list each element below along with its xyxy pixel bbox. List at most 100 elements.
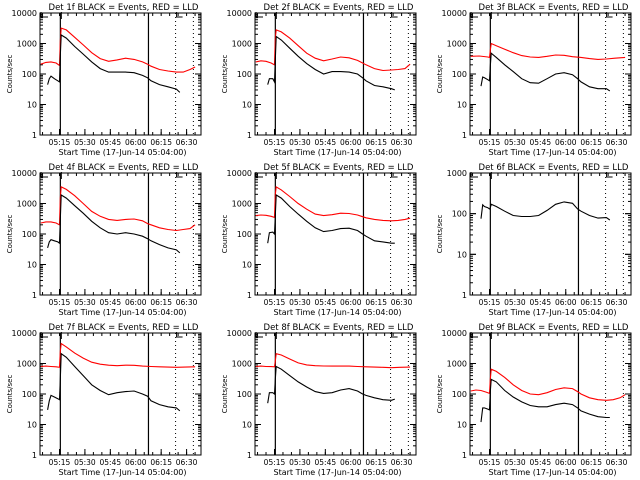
x-tick-label: 06:30 bbox=[391, 298, 413, 307]
series-line-events bbox=[47, 352, 181, 412]
y-tick-label: 10000 bbox=[12, 9, 37, 18]
y-tick-label: 10 bbox=[457, 101, 467, 110]
series-line-events bbox=[480, 201, 611, 221]
x-tick-label: 05:15 bbox=[49, 138, 71, 147]
x-tick-label: 05:15 bbox=[479, 298, 501, 307]
interval-bracket-mark bbox=[255, 172, 263, 178]
interval-bracket-mark bbox=[40, 12, 48, 18]
x-tick-label: 05:15 bbox=[264, 458, 286, 467]
x-tick-label: 06:30 bbox=[391, 458, 413, 467]
interval-bracket-mark bbox=[470, 332, 478, 338]
plot-frame bbox=[254, 332, 417, 456]
x-tick-label: 05:45 bbox=[315, 298, 337, 307]
x-tick-label: 05:45 bbox=[530, 138, 552, 147]
y-tick-label: 10000 bbox=[227, 329, 252, 338]
x-tick-label: 05:45 bbox=[530, 458, 552, 467]
chart-panel-8: 1 10 100 1000 10000 Counts/sec 05:15 05:30 05:45… bbox=[221, 323, 417, 477]
x-tick-label: 06:15 bbox=[580, 458, 602, 467]
x-tick-label: 05:45 bbox=[530, 298, 552, 307]
series-line-lld bbox=[255, 353, 411, 369]
series-line-events bbox=[480, 378, 610, 423]
series-line-lld bbox=[40, 186, 196, 232]
y-tick-label: 100 bbox=[452, 390, 467, 399]
series-line-lld bbox=[40, 342, 196, 368]
chart-panel-7: 1 10 100 1000 10000 Counts/sec 05:15 05:30 05:45… bbox=[6, 323, 202, 477]
y-tick-label: 10000 bbox=[442, 329, 467, 338]
interval-bracket-mark bbox=[391, 172, 398, 178]
x-tick-label: 06:30 bbox=[176, 298, 198, 307]
y-axis-label: Counts/sec bbox=[221, 55, 229, 94]
chart-title: Det 8f BLACK = Events, RED = LLD bbox=[264, 323, 414, 333]
x-tick-label: 06:00 bbox=[340, 458, 362, 467]
y-axis-label: Counts/sec bbox=[6, 55, 14, 94]
x-tick-label: 05:30 bbox=[289, 138, 311, 147]
interval-bracket-mark bbox=[255, 12, 263, 18]
series-line-lld bbox=[470, 42, 626, 60]
plot-frame bbox=[39, 332, 202, 456]
x-tick-label: 05:30 bbox=[504, 138, 526, 147]
x-tick-label: 06:00 bbox=[125, 138, 147, 147]
y-tick-label: 1000 bbox=[17, 40, 37, 49]
x-tick-label: 05:45 bbox=[100, 298, 122, 307]
x-axis-label: Start Time (17-Jun-14 05:04:00) bbox=[274, 468, 402, 477]
interval-bracket-mark bbox=[40, 172, 48, 178]
x-tick-label: 05:45 bbox=[100, 138, 122, 147]
x-axis-label: Start Time (17-Jun-14 05:04:00) bbox=[59, 468, 187, 477]
y-tick-label: 1 bbox=[32, 291, 37, 300]
y-tick-label: 10000 bbox=[227, 9, 252, 18]
y-tick-label: 1000 bbox=[232, 40, 252, 49]
y-tick-label: 100 bbox=[237, 230, 252, 239]
y-tick-label: 100 bbox=[452, 210, 467, 219]
chart-panel-1: 1 10 100 1000 10000 Counts/sec 05:15 05:30 05:45… bbox=[6, 3, 202, 157]
x-axis-label: Start Time (17-Jun-14 05:04:00) bbox=[489, 468, 617, 477]
x-tick-label: 06:15 bbox=[365, 298, 387, 307]
y-tick-label: 10 bbox=[27, 261, 37, 270]
y-tick-label: 1 bbox=[247, 291, 252, 300]
y-tick-label: 1 bbox=[32, 131, 37, 140]
series-line-events bbox=[480, 52, 611, 92]
interval-bracket-mark bbox=[391, 332, 398, 338]
y-tick-label: 1000 bbox=[447, 169, 467, 178]
x-tick-label: 05:15 bbox=[264, 138, 286, 147]
x-tick-label: 05:15 bbox=[49, 298, 71, 307]
y-tick-label: 1 bbox=[32, 451, 37, 460]
y-tick-label: 10000 bbox=[12, 169, 37, 178]
plot-frame bbox=[469, 172, 632, 296]
series-line-events bbox=[47, 34, 181, 93]
y-tick-label: 10 bbox=[242, 261, 252, 270]
chart-title: Det 3f BLACK = Events, RED = LLD bbox=[479, 3, 629, 13]
y-axis-label: Counts/sec bbox=[221, 215, 229, 254]
x-axis-label: Start Time (17-Jun-14 05:04:00) bbox=[59, 148, 187, 157]
y-tick-label: 100 bbox=[237, 390, 252, 399]
y-tick-label: 1000 bbox=[17, 200, 37, 209]
y-axis-label: Counts/sec bbox=[436, 215, 444, 254]
interval-bracket-mark bbox=[176, 332, 183, 338]
x-tick-label: 06:15 bbox=[365, 458, 387, 467]
y-tick-label: 100 bbox=[452, 70, 467, 79]
y-tick-label: 10 bbox=[27, 421, 37, 430]
x-tick-label: 06:00 bbox=[340, 138, 362, 147]
series-line-lld bbox=[470, 368, 626, 401]
series-line-events bbox=[267, 194, 395, 244]
series-line-events bbox=[267, 365, 395, 404]
series-line-lld bbox=[255, 186, 411, 222]
y-axis-label: Counts/sec bbox=[6, 375, 14, 414]
y-tick-label: 1 bbox=[247, 451, 252, 460]
y-tick-label: 10 bbox=[457, 421, 467, 430]
x-tick-label: 05:45 bbox=[315, 138, 337, 147]
chart-title: Det 4f BLACK = Events, RED = LLD bbox=[49, 163, 199, 173]
chart-panel-6: 1 10 100 1000 Counts/sec 05:15 05:30 05:45 06:00… bbox=[436, 163, 632, 317]
x-tick-label: 06:30 bbox=[391, 138, 413, 147]
chart-title: Det 6f BLACK = Events, RED = LLD bbox=[479, 163, 629, 173]
chart-panel-9: 1 10 100 1000 10000 Counts/sec 05:15 05:30 05:45… bbox=[436, 323, 632, 477]
chart-title: Det 5f BLACK = Events, RED = LLD bbox=[264, 163, 414, 173]
interval-bracket-mark bbox=[176, 12, 183, 18]
x-tick-label: 05:30 bbox=[504, 298, 526, 307]
interval-bracket-mark bbox=[606, 332, 613, 338]
plot-frame bbox=[254, 172, 417, 296]
y-axis-label: Counts/sec bbox=[436, 375, 444, 414]
chart-panel-5: 1 10 100 1000 10000 Counts/sec 05:15 05:30 05:45… bbox=[221, 163, 417, 317]
x-tick-label: 06:15 bbox=[150, 298, 172, 307]
x-tick-label: 06:30 bbox=[176, 138, 198, 147]
